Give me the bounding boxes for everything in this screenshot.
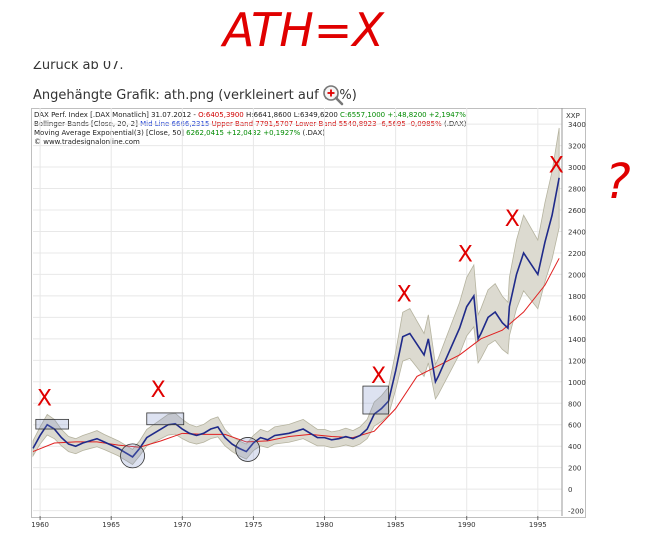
ath-marker: X — [505, 207, 520, 232]
y-tick-label: 3200 — [568, 143, 586, 151]
highlight-box — [362, 385, 389, 415]
question-mark-annotation: ? — [605, 154, 630, 210]
y-tick-label: 2800 — [568, 186, 586, 194]
y-tick-label: -200 — [568, 508, 584, 516]
y-tick-label: 1600 — [568, 314, 586, 322]
y-tick-label: 400 — [568, 443, 581, 451]
y-tick-label: 1800 — [568, 293, 586, 301]
x-tick-label: 1995 — [529, 521, 547, 529]
ath-handwritten-annotation: ATH=X — [220, 3, 385, 56]
attachment-label: Angehängte Grafik: ath.png (verkleinert … — [33, 88, 357, 103]
y-tick-label: 200 — [568, 465, 581, 473]
legend-price-prefix: DAX Perf. Index [.DAX Monatlich] 31.07.2… — [34, 111, 199, 119]
y-tick-label: 1200 — [568, 357, 586, 365]
legend-price-open: O:6405,3900 — [198, 111, 244, 119]
ath-marker: X — [549, 153, 564, 178]
legend-line-copyright: © www.tradesignalonline.com — [34, 138, 140, 146]
y-tick-label: 2600 — [568, 207, 586, 215]
ath-marker: X — [458, 243, 473, 268]
highlight-circle — [235, 437, 261, 462]
y-tick-label: 1000 — [568, 379, 586, 387]
x-tick-label: 1975 — [245, 521, 263, 529]
legend-line-price: DAX Perf. Index [.DAX Monatlich] 31.07.2… — [34, 111, 467, 120]
ath-marker: X — [37, 386, 52, 411]
legend-ema-value: 6262,0415 +12,0432 +0,1927% — [186, 129, 301, 137]
back-text-cutoff: Zurück ab 07. — [33, 61, 124, 70]
y-tick-label: 2400 — [568, 228, 586, 236]
y-tick-label: 2200 — [568, 250, 586, 258]
ath-marker: X — [151, 378, 166, 403]
legend-ema-suffix: (.DAX) — [300, 129, 326, 137]
legend-price-highlow: H:6641,8600 L:6349,6200 — [243, 111, 341, 119]
highlight-box — [35, 418, 69, 430]
zoom-in-icon[interactable] — [322, 84, 344, 106]
y-tick-label: 3400 — [568, 121, 586, 129]
ath-marker: X — [397, 282, 412, 307]
x-tick-label: 1980 — [316, 521, 334, 529]
highlight-circle — [120, 443, 145, 469]
price-line — [32, 177, 560, 458]
y-axis-label: XXP — [566, 112, 580, 120]
y-tick-label: 800 — [568, 400, 581, 408]
ath-marker: X — [371, 364, 386, 389]
x-tick-label: 1990 — [458, 521, 476, 529]
y-tick-label: 2000 — [568, 271, 586, 279]
x-tick-label: 1985 — [387, 521, 405, 529]
x-tick-label: 1960 — [31, 521, 49, 529]
highlight-box — [146, 412, 185, 426]
y-tick-label: 3000 — [568, 164, 586, 172]
ema-line — [32, 258, 560, 453]
y-tick-label: 600 — [568, 422, 581, 430]
legend-ema-prefix: Moving Average Exponential(3) [Close, 50… — [34, 129, 187, 137]
ath-handwritten-text: ATH=X — [220, 3, 385, 56]
x-tick-label: 1965 — [102, 521, 120, 529]
y-tick-label: 1400 — [568, 336, 586, 344]
y-tick-label: 0 — [568, 486, 572, 494]
x-tick-label: 1970 — [173, 521, 191, 529]
bollinger-band — [32, 127, 560, 465]
legend-price-close: C:6557,1000 +148,8200 +2,1947% — [340, 111, 466, 119]
legend-line-ema: Moving Average Exponential(3) [Close, 50… — [34, 129, 467, 138]
